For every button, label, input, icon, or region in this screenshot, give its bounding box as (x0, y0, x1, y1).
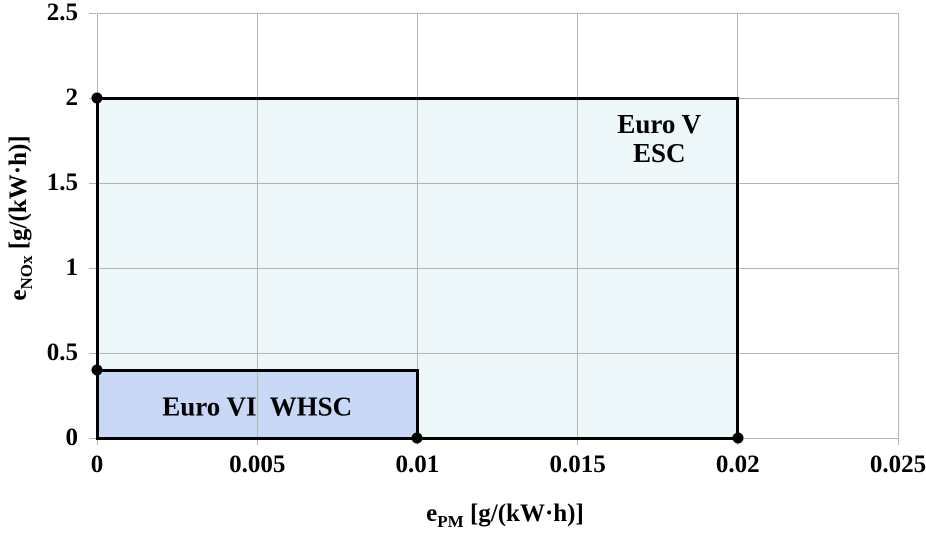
region-label-line: Euro V (617, 108, 702, 139)
x-gridline (416, 13, 418, 438)
x-tick-label: 0.02 (715, 451, 760, 478)
x-axis-title-subscript: PM (437, 512, 464, 531)
region-label-euro5-esc: Euro V ESC (617, 108, 702, 168)
x-tick-mark (577, 438, 579, 445)
data-point-marker (732, 432, 744, 444)
region-border-euro6-whsc (95, 368, 419, 440)
x-gridline (577, 13, 579, 438)
y-tick-label: 0.5 (46, 339, 78, 366)
y-gridline (97, 352, 898, 354)
region-label-line: ESC (633, 137, 686, 168)
y-gridline (97, 267, 898, 269)
y-tick-mark (89, 437, 96, 439)
y-tick-mark (89, 267, 96, 269)
y-tick-mark (89, 352, 96, 354)
x-tick-label: 0.015 (549, 451, 606, 478)
y-tick-label: 2 (65, 84, 79, 111)
y-tick-label: 1.5 (46, 169, 78, 196)
x-tick-label: 0 (90, 451, 104, 478)
x-tick-label: 0.01 (395, 451, 440, 478)
x-gridline (897, 13, 899, 438)
x-axis-title-symbol: e (426, 500, 438, 527)
y-tick-label: 1 (65, 254, 79, 281)
x-tick-label: 0.025 (869, 451, 926, 478)
region-label-line: Euro VI WHSC (162, 391, 353, 422)
x-tick-mark (96, 438, 98, 445)
x-axis-title: ePM [g/(kW·h)] (426, 500, 584, 531)
x-axis-title-units: [g/(kW·h)] (463, 500, 584, 527)
y-tick-label: 0 (65, 424, 79, 451)
y-tick-mark (89, 182, 96, 184)
y-gridline (97, 182, 898, 184)
data-point-marker (411, 432, 423, 444)
x-tick-label: 0.005 (229, 451, 286, 478)
data-point-marker (91, 364, 103, 376)
y-axis-title-symbol: e (5, 289, 32, 301)
x-tick-mark (897, 438, 899, 445)
y-tick-label: 2.5 (46, 0, 78, 26)
x-tick-mark (256, 438, 258, 445)
y-tick-mark (89, 12, 96, 14)
region-label-euro6-whsc: Euro VI WHSC (162, 392, 352, 421)
y-gridline (97, 12, 898, 14)
x-gridline (256, 13, 258, 438)
data-point-marker (91, 92, 103, 104)
